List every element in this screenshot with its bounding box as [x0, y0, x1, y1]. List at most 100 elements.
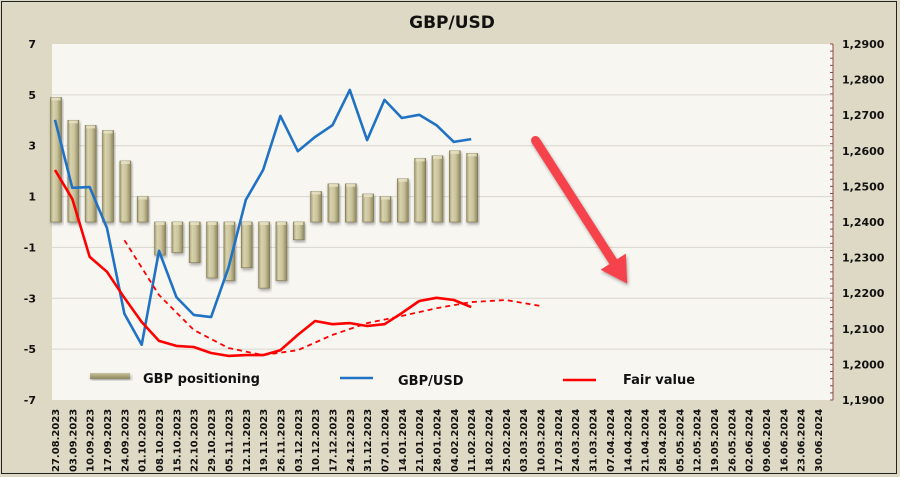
x-axis-tick-label: 17.03.2024 — [554, 409, 565, 472]
left-axis-tick-label: -3 — [24, 292, 36, 305]
bar-highlight — [346, 183, 356, 187]
x-axis-tick-label: 26.05.2024 — [727, 409, 738, 472]
bar-gbp-positioning — [344, 183, 357, 223]
x-axis-tick-label: 03.03.2024 — [519, 409, 530, 472]
bar-highlight — [398, 178, 408, 182]
bar-highlight — [207, 222, 217, 225]
x-axis-tick-label: 10.03.2024 — [537, 409, 548, 472]
bar-gbp-positioning — [431, 155, 444, 223]
series-line-gbp-usd — [53, 88, 472, 347]
x-axis-tick-label: 03.09.2023 — [68, 409, 79, 472]
x-axis-tick-label: 31.03.2024 — [589, 409, 600, 472]
bar-gbp-positioning — [466, 153, 478, 223]
left-axis-tick-label: -5 — [24, 343, 36, 356]
x-axis-tick-label: 14.01.2024 — [398, 409, 409, 472]
bar-highlight — [172, 222, 182, 225]
legend-label-fair-value: Fair value — [623, 373, 695, 388]
legend-swatch-gbp-positioning — [90, 373, 130, 379]
x-axis-tick-label: 29.10.2023 — [207, 409, 218, 472]
x-axis-tick-label: 22.10.2023 — [190, 409, 201, 472]
x-axis-tick-label: 23.06.2024 — [797, 409, 808, 472]
bar-gbp-positioning — [136, 196, 149, 223]
x-axis-tick-label: 15.10.2023 — [172, 409, 183, 472]
bar-highlight — [467, 153, 477, 157]
bar-highlight — [380, 196, 390, 200]
x-axis-tick-label: 12.05.2024 — [693, 409, 704, 472]
bar-highlight — [415, 158, 425, 162]
left-axis-tick-label: 7 — [28, 38, 36, 51]
bar-gbp-positioning — [206, 221, 218, 279]
bar-highlight — [328, 183, 338, 187]
right-axis-tick-label: 1,2300 — [842, 252, 885, 265]
right-axis-tick-label: 1,2400 — [842, 216, 885, 229]
bar-highlight — [450, 150, 460, 154]
bar-gbp-positioning — [84, 125, 97, 223]
x-axis-tick-label: 17.12.2023 — [328, 409, 339, 472]
x-axis-tick-label: 12.11.2023 — [242, 409, 253, 472]
bar-gbp-positioning — [50, 97, 62, 223]
bar-highlight — [242, 222, 252, 225]
bar-gbp-positioning — [414, 158, 426, 223]
x-axis-tick-label: 07.04.2024 — [606, 409, 617, 472]
series-line-fair-value-trend — [123, 239, 541, 356]
x-axis-tick-label: 08.10.2023 — [155, 409, 166, 472]
x-axis-tick-label: 09.06.2024 — [762, 409, 773, 472]
x-axis-tick-label: 19.05.2024 — [710, 409, 721, 472]
left-axis-tick-label: -7 — [24, 394, 36, 407]
bar-highlight — [103, 130, 113, 134]
bar-highlight — [86, 125, 96, 129]
bar-highlight — [259, 222, 269, 225]
bar-highlight — [120, 160, 130, 164]
series-line-fair-value — [53, 169, 472, 358]
arrow-head-icon — [600, 253, 628, 284]
legend-label-gbp-positioning: GBP positioning — [143, 372, 260, 387]
bar-highlight — [276, 222, 286, 225]
x-axis-tick-label: 14.04.2024 — [623, 409, 634, 472]
arrow-shaft — [531, 135, 618, 267]
right-axis-tick-label: 1,2100 — [842, 323, 885, 336]
bar-highlight — [311, 191, 321, 195]
bar-gbp-positioning — [258, 221, 270, 289]
bar-gbp-positioning — [102, 130, 114, 223]
x-axis-tick-label: 17.09.2023 — [103, 409, 114, 472]
bar-gbp-positioning — [188, 221, 201, 263]
x-axis-tick-label: 02.06.2024 — [745, 409, 756, 472]
bar-highlight — [363, 194, 373, 198]
x-axis-tick-label: 28.01.2024 — [433, 409, 444, 472]
bar-gbp-positioning — [379, 196, 392, 223]
x-axis-tick-label: 27.08.2023 — [51, 409, 62, 472]
trend-arrow — [531, 135, 628, 284]
right-axis-tick-label: 1,2500 — [842, 180, 885, 193]
x-axis-tick-label: 05.11.2023 — [224, 409, 235, 472]
x-axis-tick-label: 21.04.2024 — [641, 409, 652, 472]
bar-gbp-positioning — [397, 178, 409, 223]
right-axis-tick-label: 1,2700 — [842, 109, 885, 122]
left-axis-tick-label: 3 — [28, 140, 36, 153]
bar-gbp-positioning — [240, 221, 253, 269]
x-axis-tick-label: 24.09.2023 — [120, 409, 131, 472]
left-axis-tick-label: 5 — [28, 89, 36, 102]
bar-highlight — [68, 120, 78, 124]
x-axis-tick-label: 24.03.2024 — [571, 409, 582, 472]
bar-highlight — [51, 97, 61, 101]
x-axis-tick-label: 25.02.2024 — [502, 409, 513, 472]
left-axis-tick-label: 1 — [28, 191, 36, 204]
bar-gbp-positioning — [119, 160, 132, 223]
bar-highlight — [433, 155, 442, 159]
x-axis-tick-label: 24.12.2023 — [346, 409, 357, 472]
x-axis-tick-label: 31.12.2023 — [363, 409, 374, 472]
bar-highlight — [190, 222, 200, 225]
x-axis-tick-label: 26.11.2023 — [276, 409, 287, 472]
x-axis-tick-label: 07.01.2024 — [380, 409, 391, 472]
x-axis-tick-label: 05.05.2024 — [675, 409, 686, 472]
right-axis-tick-label: 1,2200 — [842, 287, 885, 300]
right-axis-tick-label: 1,2800 — [842, 74, 885, 87]
x-axis-tick-label: 30.06.2024 — [814, 409, 825, 472]
x-axis-tick-label: 10.12.2023 — [311, 409, 322, 472]
bar-gbp-positioning — [449, 150, 461, 223]
right-axis-tick-label: 1,1900 — [842, 394, 885, 407]
bar-gbp-positioning — [362, 193, 374, 223]
bar-highlight — [224, 222, 234, 225]
right-axis-tick-label: 1,2600 — [842, 145, 885, 158]
